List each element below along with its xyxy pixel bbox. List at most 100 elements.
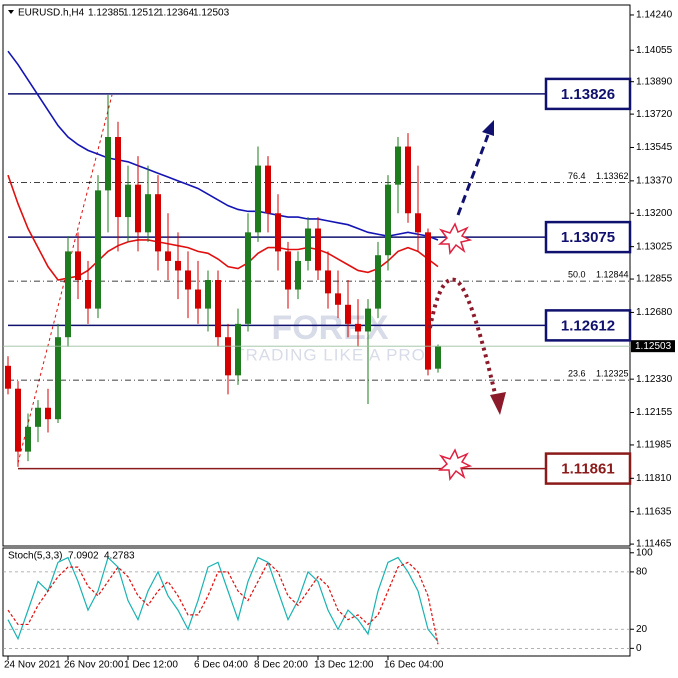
- level-label: 1.13075: [561, 229, 615, 246]
- current-price-box: [631, 340, 675, 353]
- candle-body: [235, 323, 241, 376]
- candle-body: [175, 260, 181, 271]
- y-tick-label: 1.12855: [636, 274, 673, 285]
- candle-body: [325, 270, 331, 294]
- candle-body: [95, 190, 101, 309]
- candle-body: [285, 251, 291, 290]
- candle-body: [85, 280, 91, 309]
- candle-body: [395, 146, 401, 185]
- candle-body: [15, 388, 21, 452]
- level-box: 1.12612: [544, 309, 632, 342]
- y-tick-label: 1.11465: [636, 539, 672, 550]
- y-tick-label: 80: [636, 567, 648, 578]
- candle-body: [185, 270, 191, 290]
- level-label: 1.12612: [561, 317, 615, 334]
- up-arrowhead: [482, 120, 494, 136]
- candle-body: [5, 365, 11, 389]
- header-icon: [8, 10, 14, 14]
- candle-body: [165, 251, 171, 261]
- candle-body: [75, 251, 81, 281]
- header-value: 1.12385: [88, 8, 125, 19]
- y-tick-label: 1.12155: [636, 407, 673, 418]
- current-price-label: 1.12503: [635, 341, 672, 352]
- x-tick-label: 13 Dec 12:00: [314, 660, 374, 671]
- candle-body: [405, 146, 411, 214]
- y-tick-label: 1.12330: [636, 374, 673, 385]
- candle-body: [345, 304, 351, 324]
- y-tick-label: 1.11635: [636, 506, 672, 517]
- candle-body: [335, 293, 341, 305]
- candle-body: [115, 136, 121, 218]
- stoch-panel: [2, 547, 631, 657]
- candle-body: [375, 255, 381, 309]
- y-tick-label: 1.12680: [636, 307, 673, 318]
- candle-body: [245, 232, 251, 324]
- header-title: EURUSD.h,H4: [18, 8, 85, 19]
- candle-body: [35, 407, 41, 427]
- starburst: [437, 222, 473, 255]
- level-box: 1.13075: [544, 220, 632, 254]
- stoch-value: 7.0902: [68, 551, 99, 562]
- y-tick-label: 100: [636, 547, 653, 558]
- annotations: [428, 120, 506, 481]
- candle-body: [385, 184, 391, 256]
- candle-body: [415, 213, 421, 233]
- x-tick-label: 26 Nov 20:00: [64, 660, 124, 671]
- watermark: FOREX: [271, 309, 388, 347]
- up-arrow: [456, 134, 490, 216]
- y-tick-label: 1.11985: [636, 440, 672, 451]
- x-tick-label: 1 Dec 12:00: [124, 660, 178, 671]
- y-tick-label: 1.13025: [636, 241, 673, 252]
- candle-body: [305, 228, 311, 261]
- fib-price: 1.12325: [596, 368, 629, 378]
- header-value: 1.12512: [123, 8, 160, 19]
- candle-body: [435, 346, 441, 369]
- candle-body: [315, 228, 321, 271]
- stoch-line: [7, 556, 439, 642]
- header-value: 1.12364: [158, 8, 195, 19]
- y-tick-label: 1.11810: [636, 473, 672, 484]
- y-tick-label: 1.13545: [636, 142, 673, 153]
- level-box-frame: [544, 77, 632, 111]
- stoch-value: 4.2783: [104, 551, 135, 562]
- candle-body: [265, 165, 271, 214]
- y-tick-label: 20: [636, 624, 648, 635]
- candle-body: [215, 280, 221, 338]
- x-tick-label: 6 Dec 04:00: [194, 660, 248, 671]
- down-arrow: [428, 277, 498, 399]
- candle-body: [45, 407, 51, 420]
- candle-body: [105, 136, 111, 191]
- stoch-title: Stoch(5,3,3): [8, 551, 62, 562]
- y-tick-label: 1.13720: [636, 109, 673, 120]
- x-tick-label: 8 Dec 20:00: [254, 660, 308, 671]
- candle-body: [125, 184, 131, 218]
- y-tick-label: 1.13890: [636, 76, 673, 87]
- moving-average: [7, 50, 439, 241]
- candle-body: [355, 323, 361, 332]
- level-box: 1.11861: [544, 452, 632, 485]
- fib-ratio: 50.0: [568, 270, 586, 280]
- candle-body: [205, 280, 211, 309]
- level-box-frame: [544, 220, 632, 254]
- level-box: 1.13826: [544, 77, 632, 111]
- level-box-frame: [544, 452, 632, 485]
- fib-ratio: 76.4: [568, 171, 586, 181]
- candle-body: [425, 232, 431, 370]
- y-tick-label: 1.13370: [636, 175, 673, 186]
- fib-ratio: 23.6: [568, 368, 586, 378]
- candle-body: [255, 165, 261, 233]
- candle-body: [295, 260, 301, 290]
- y-tick-label: 1.13200: [636, 208, 673, 219]
- starburst: [437, 448, 473, 481]
- level-label: 1.11861: [561, 461, 614, 478]
- candle-body: [225, 337, 231, 376]
- fib-price: 1.13362: [596, 171, 629, 181]
- stoch-line: [7, 561, 439, 645]
- level-box-frame: [544, 309, 632, 342]
- y-tick-label: 1.14055: [636, 45, 673, 56]
- x-tick-label: 16 Dec 04:00: [384, 660, 444, 671]
- header-value: 1.12503: [193, 8, 230, 19]
- candle-body: [25, 426, 31, 452]
- level-label: 1.13826: [561, 86, 615, 103]
